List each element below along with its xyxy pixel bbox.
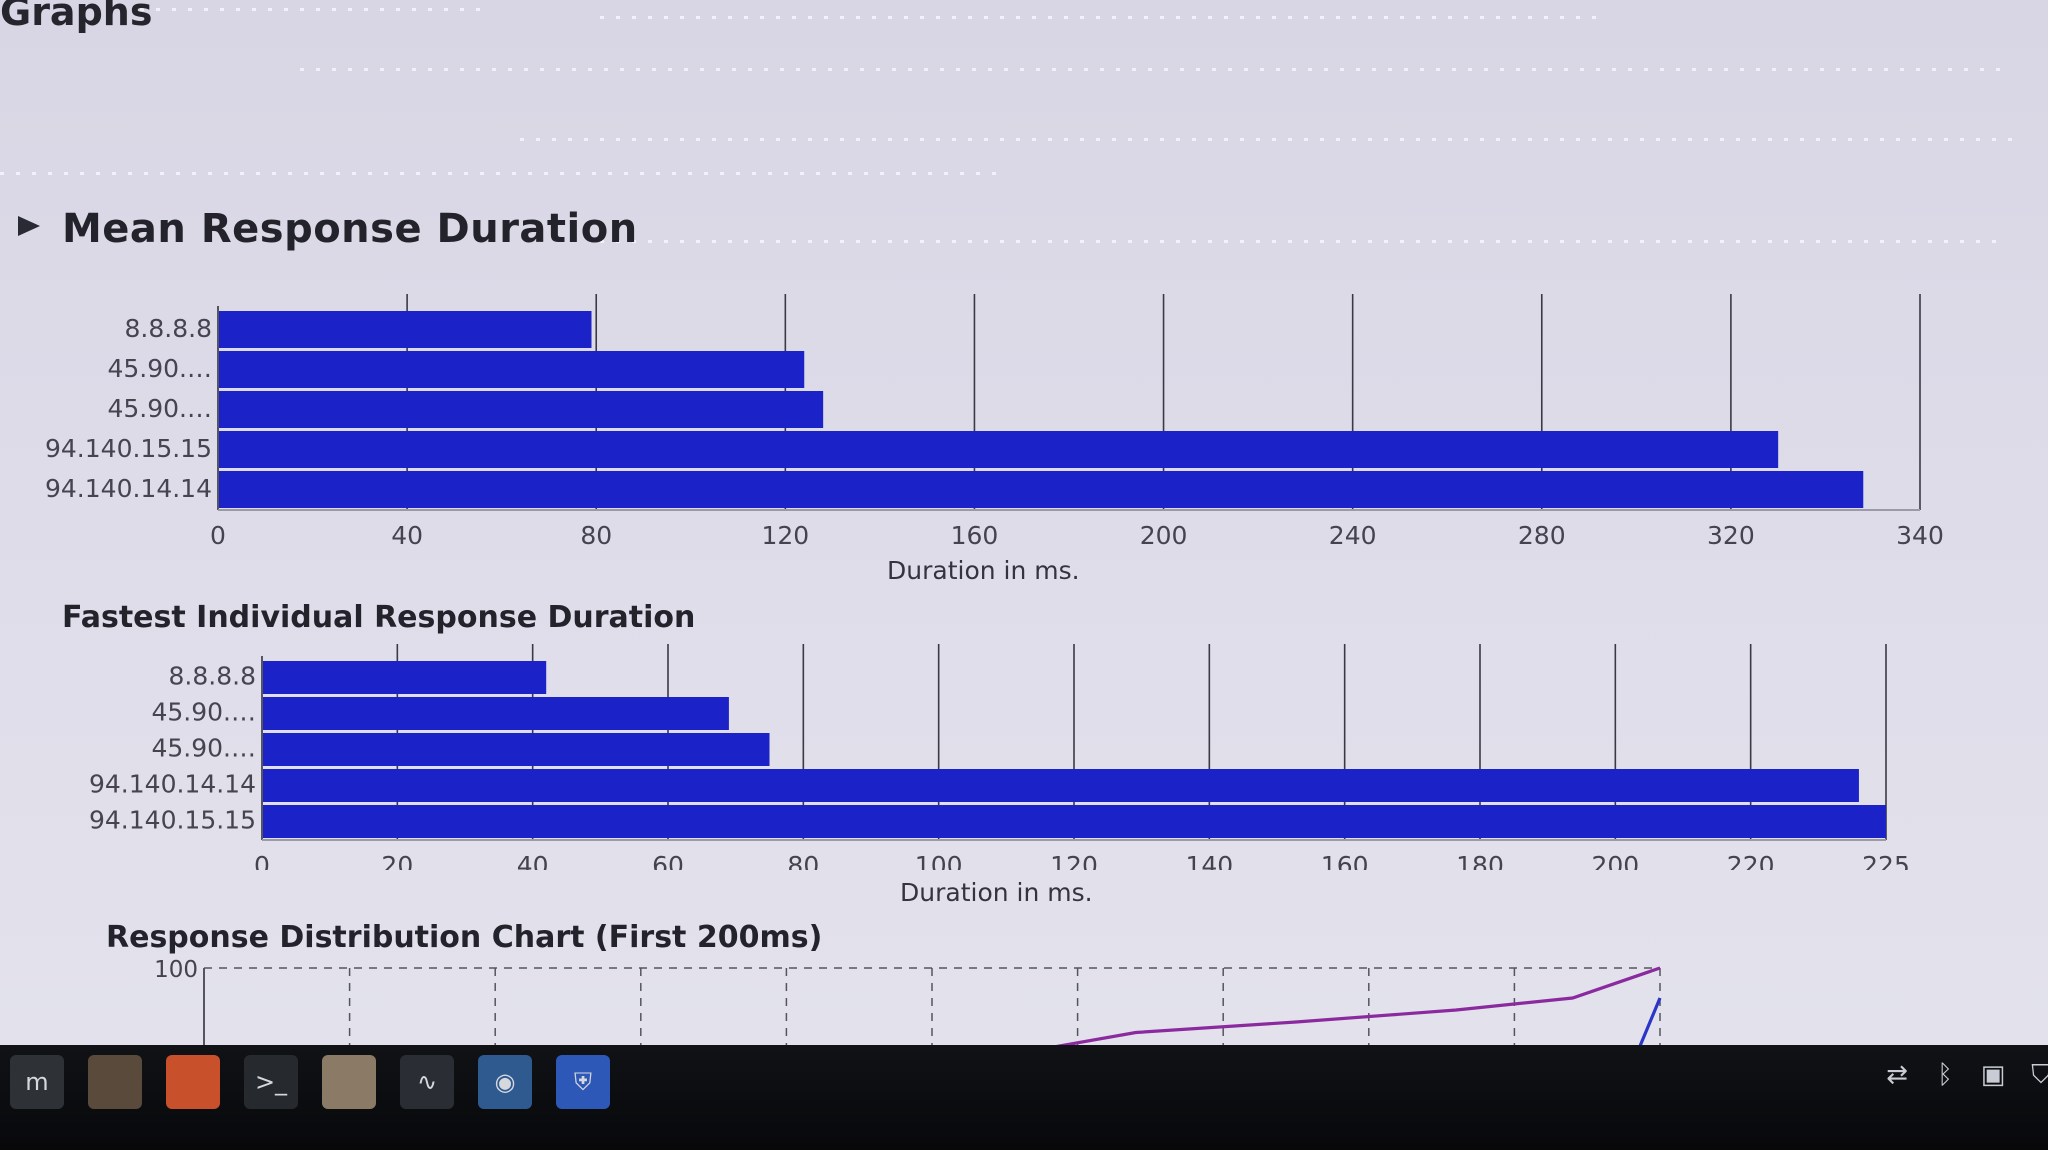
screen-noise xyxy=(600,240,2000,243)
bar xyxy=(218,471,1864,508)
bar xyxy=(218,311,592,348)
x-tick-label: 220 xyxy=(1727,851,1775,870)
x-tick-label: 200 xyxy=(1591,851,1639,870)
system-monitor-icon[interactable]: ∿ xyxy=(400,1055,454,1109)
folder-icon[interactable] xyxy=(322,1055,376,1109)
screen-noise xyxy=(600,16,1600,19)
firefox-icon[interactable] xyxy=(166,1055,220,1109)
x-tick-label: 120 xyxy=(761,521,809,550)
x-tick-label: 40 xyxy=(517,851,549,870)
screen-noise xyxy=(140,8,480,11)
y-category-label: 45.90.… xyxy=(151,733,256,762)
section-title[interactable]: Mean Response Duration xyxy=(62,206,638,252)
x-tick-label: 0 xyxy=(254,851,270,870)
browser-content: Graphs Mean Response Duration 0 40 80 120 16… xyxy=(0,0,2048,1045)
y-category-label: 94.140.14.14 xyxy=(89,769,256,798)
screenshot-icon[interactable]: ◉ xyxy=(478,1055,532,1109)
x-tick-label: 180 xyxy=(1456,851,1504,870)
files-icon[interactable] xyxy=(88,1055,142,1109)
bar xyxy=(262,733,770,766)
y-category-label: 45.90.… xyxy=(107,354,212,383)
fastest-duration-chart: 0 20 40 60 80 100 120 140 160 180 200 220 225 8.8.8.8… xyxy=(89,644,1910,870)
terminal-icon[interactable]: >_ xyxy=(244,1055,298,1109)
bar xyxy=(262,769,1859,802)
x-tick-label: 160 xyxy=(951,521,999,550)
distribution-chart: 100 xyxy=(154,957,1662,1045)
x-tick-label: 340 xyxy=(1896,521,1944,550)
x-tick-label: 240 xyxy=(1329,521,1377,550)
y-tick-label: 100 xyxy=(154,957,198,983)
x-tick-label: 0 xyxy=(210,521,226,550)
network-icon[interactable]: ⇄ xyxy=(1886,1060,1908,1090)
y-category-label: 8.8.8.8 xyxy=(125,314,212,343)
x-tick-label: 120 xyxy=(1050,851,1098,870)
y-category-label: 8.8.8.8 xyxy=(169,661,256,690)
x-tick-label: 280 xyxy=(1518,521,1566,550)
y-category-label: 45.90.… xyxy=(151,697,256,726)
collapse-arrow-icon[interactable] xyxy=(18,216,40,236)
x-tick-label: 140 xyxy=(1185,851,1233,870)
x-axis-label: Duration in ms. xyxy=(887,556,1080,585)
screen-noise xyxy=(300,68,2000,71)
screen-noise xyxy=(520,138,2020,141)
y-category-label: 45.90.… xyxy=(107,394,212,423)
clipboard-icon[interactable]: ▣ xyxy=(1980,1060,2006,1090)
series-line xyxy=(1638,997,1662,1045)
bluetooth-icon[interactable]: ᛒ xyxy=(1937,1060,1953,1090)
page-heading: Graphs xyxy=(0,0,153,34)
bar xyxy=(218,391,824,428)
x-tick-label: 60 xyxy=(652,851,684,870)
x-axis-label: Duration in ms. xyxy=(900,878,1093,907)
taskbar xyxy=(0,1045,2048,1150)
series-line xyxy=(1055,966,1661,1045)
menu-icon[interactable]: m xyxy=(10,1055,64,1109)
screen-noise xyxy=(0,172,1000,175)
y-category-label: 94.140.14.14 xyxy=(45,474,212,503)
chart-title: Fastest Individual Response Duration xyxy=(62,600,696,635)
x-tick-label: 225 xyxy=(1862,851,1910,870)
x-tick-label: 320 xyxy=(1707,521,1755,550)
bar xyxy=(218,431,1779,468)
bar xyxy=(262,805,1886,838)
bar xyxy=(262,661,547,694)
shield-icon[interactable]: ⛉ xyxy=(2031,1060,2048,1090)
x-tick-label: 40 xyxy=(391,521,423,550)
x-tick-label: 160 xyxy=(1321,851,1369,870)
x-tick-label: 100 xyxy=(915,851,963,870)
bar xyxy=(262,697,729,730)
x-tick-label: 80 xyxy=(787,851,819,870)
y-category-label: 94.140.15.15 xyxy=(89,805,256,834)
bar xyxy=(218,351,805,388)
chart-title: Response Distribution Chart (First 200ms… xyxy=(106,920,823,955)
x-tick-label: 80 xyxy=(580,521,612,550)
update-manager-icon[interactable]: ⛨ xyxy=(556,1055,610,1109)
x-tick-label: 20 xyxy=(381,851,413,870)
mean-duration-chart: 0 40 80 120 160 200 240 280 320 340 8.8.8.8 45.90.…… xyxy=(45,294,1944,550)
y-category-label: 94.140.15.15 xyxy=(45,434,212,463)
x-tick-label: 200 xyxy=(1140,521,1188,550)
